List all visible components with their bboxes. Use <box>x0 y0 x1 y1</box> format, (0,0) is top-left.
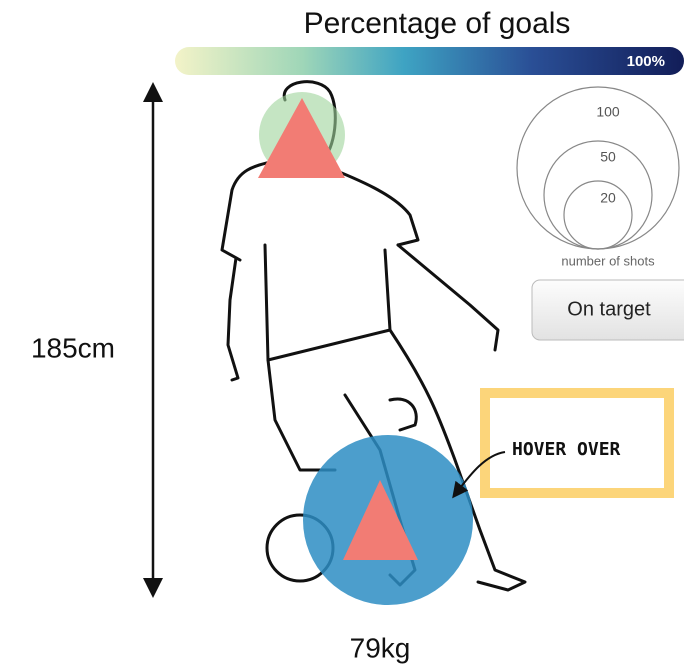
title: Percentage of goals <box>304 7 571 40</box>
foot-marker[interactable] <box>343 480 418 560</box>
height-label: 185cm <box>31 332 115 363</box>
callout-label: HOVER OVER <box>512 439 621 460</box>
legend-size: 100 <box>596 104 620 120</box>
callout-arrow <box>452 451 506 499</box>
button-box[interactable] <box>531 279 684 341</box>
legend-size: 50 <box>600 149 616 165</box>
button-label[interactable]: On target <box>567 298 651 320</box>
scale-max-label: 100% <box>627 53 665 70</box>
callout-box <box>480 388 674 498</box>
weight-label: 79kg <box>350 632 411 663</box>
toggle-button[interactable]: On target <box>531 279 684 341</box>
color-scale <box>175 47 684 75</box>
size-legend <box>516 86 680 250</box>
legend-caption: number of shots <box>561 253 655 268</box>
head-marker[interactable] <box>258 98 345 178</box>
legend-size: 20 <box>600 190 616 206</box>
